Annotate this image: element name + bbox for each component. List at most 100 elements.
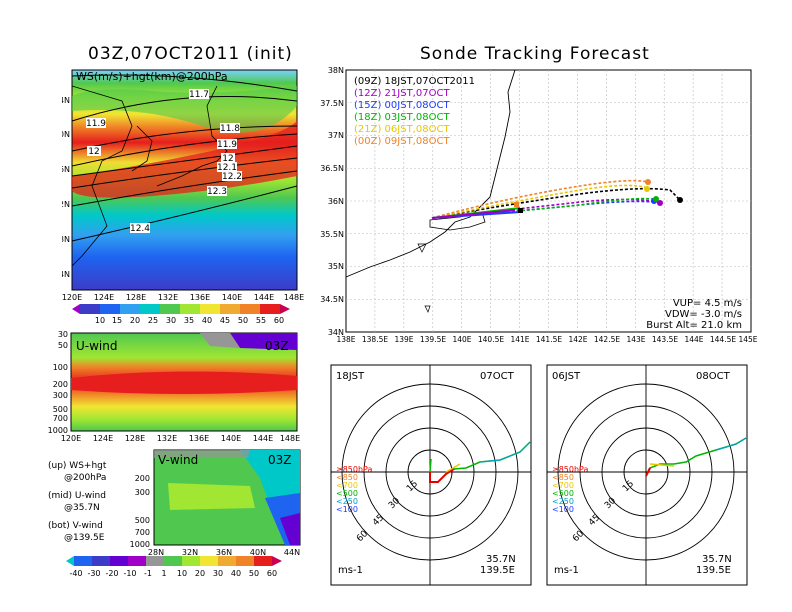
panel-notes: (up) WS+hgt @200hPa (mid) U-wind @35.7N … bbox=[48, 460, 120, 544]
v-wind-time: 03Z bbox=[268, 453, 292, 467]
colorbar-label: -40 bbox=[69, 569, 82, 578]
legend-09z: (09Z) 18JST,07OCT2011 bbox=[354, 76, 475, 87]
lon-label: 140E bbox=[222, 293, 242, 302]
param-vup: VUP= 4.5 m/s bbox=[673, 298, 742, 309]
sonde-track-map: (09Z) 18JST,07OCT2011 (12Z) 21JST,07OCT … bbox=[320, 66, 758, 344]
hodo-lon: 139.5E bbox=[480, 565, 515, 576]
hodo-legend: ≥850hPa bbox=[552, 465, 589, 474]
colorbar-label: 20 bbox=[130, 316, 140, 325]
legend-00z: (00Z) 09JST,08OCT bbox=[354, 136, 450, 147]
lat-label: 34.5N bbox=[320, 295, 344, 304]
colorbar-label: 35 bbox=[184, 316, 194, 325]
contour-label: 12 bbox=[222, 154, 233, 164]
contour-label: 11.7 bbox=[189, 90, 209, 100]
contour-label: 12.2 bbox=[222, 172, 242, 182]
colorbar-label: -30 bbox=[87, 569, 100, 578]
contour-label: 11.8 bbox=[220, 124, 240, 134]
hodo-unit: ms-1 bbox=[338, 565, 363, 576]
hodograph-2: 06JST 08OCT 35.7N 139.5E ms-1 15 30 45 6… bbox=[546, 364, 748, 586]
note-line: (up) WS+hgt bbox=[48, 461, 107, 471]
legend-18z: (18Z) 03JST,08OCT bbox=[354, 112, 450, 123]
param-burst: Burst Alt= 21.0 km bbox=[646, 320, 742, 331]
lon-label: 128E bbox=[125, 434, 145, 443]
lat-label: 28N bbox=[148, 548, 164, 557]
colorbar-label: 30 bbox=[213, 569, 223, 578]
pressure-label: 500 bbox=[135, 516, 150, 525]
v-wind-cross-section: V-wind 03Z 200 300 500 700 1000 28N 32N … bbox=[130, 449, 301, 557]
lat-label: 36N bbox=[216, 548, 232, 557]
lon-label: 136E bbox=[190, 293, 210, 302]
colorbar-label: 10 bbox=[177, 569, 187, 578]
lon-label: 143.5E bbox=[652, 335, 678, 344]
lon-label: 141.5E bbox=[536, 335, 562, 344]
lon-label: 138E bbox=[336, 335, 355, 344]
contour-label: 12 bbox=[88, 147, 99, 157]
pressure-label: 300 bbox=[53, 391, 68, 400]
lon-label: 142E bbox=[568, 335, 587, 344]
pressure-label: 300 bbox=[135, 488, 150, 497]
lat-label: 32N bbox=[182, 548, 198, 557]
lon-label: 139E bbox=[394, 335, 413, 344]
lat-label: 37.5N bbox=[320, 99, 344, 108]
lat-label: 36N bbox=[328, 197, 344, 206]
pressure-label: 500 bbox=[53, 405, 68, 414]
lon-label: 138.5E bbox=[362, 335, 388, 344]
lon-label: 140E bbox=[221, 434, 241, 443]
pressure-label: 200 bbox=[53, 380, 68, 389]
note-line: (bot) V-wind bbox=[48, 521, 103, 531]
pressure-label: 1000 bbox=[48, 426, 68, 435]
hodo-legend: <700 bbox=[552, 481, 574, 490]
note-line: (mid) U-wind bbox=[48, 491, 106, 501]
colorbar-label: 30 bbox=[166, 316, 176, 325]
hodo-legend: <850 bbox=[552, 473, 574, 482]
lon-label: 120E bbox=[62, 293, 82, 302]
map-title: 03Z,07OCT2011 (init) bbox=[88, 44, 293, 64]
u-wind-label: U-wind bbox=[76, 339, 117, 353]
colorbar-label: 60 bbox=[274, 316, 284, 325]
note-line: @139.5E bbox=[64, 533, 105, 543]
note-bot: (bot) V-wind @139.5E bbox=[48, 520, 120, 544]
v-wind-label: V-wind bbox=[158, 453, 198, 467]
lon-label: 142.5E bbox=[594, 335, 620, 344]
param-vdw: VDW= -3.0 m/s bbox=[665, 309, 742, 320]
track-title: Sonde Tracking Forecast bbox=[420, 44, 650, 64]
pressure-label: 200 bbox=[135, 474, 150, 483]
lat-label: 40N bbox=[250, 548, 266, 557]
hodo-legend: <850 bbox=[336, 473, 358, 482]
lat-label: 35.5N bbox=[320, 230, 344, 239]
hodo-legend: <250 bbox=[552, 497, 574, 506]
contour-label: 12.3 bbox=[207, 187, 227, 197]
colorbar-label: 20 bbox=[195, 569, 205, 578]
wind-speed-map: 11.7 11.9 11.8 11.9 12 12 12.1 12.2 12.3… bbox=[62, 69, 304, 325]
lon-label: 144E bbox=[684, 335, 703, 344]
lon-label: 148E bbox=[280, 434, 300, 443]
note-line: @200hPa bbox=[64, 473, 107, 483]
lon-label: 144E bbox=[254, 293, 274, 302]
pressure-label: 700 bbox=[53, 414, 68, 423]
colorbar-label: 55 bbox=[256, 316, 266, 325]
colorbar-label: 25 bbox=[148, 316, 158, 325]
contour-label: 12.4 bbox=[130, 224, 150, 234]
lat-label: 37N bbox=[328, 131, 344, 140]
lon-label: 132E bbox=[157, 434, 177, 443]
lat-label: 44N bbox=[284, 548, 300, 557]
hodo-date: 08OCT bbox=[696, 371, 731, 382]
note-mid: (mid) U-wind @35.7N bbox=[48, 490, 120, 514]
lon-label: 141E bbox=[510, 335, 529, 344]
hodo-time: 06JST bbox=[552, 371, 581, 382]
v-wind-colorbar: -40 -30 -20 -10 -1 1 10 20 30 40 50 60 bbox=[66, 556, 282, 578]
lon-label: 139.5E bbox=[420, 335, 446, 344]
legend-21z: (21Z) 06JST,08OCT bbox=[354, 124, 450, 135]
hodo-legend: <250 bbox=[336, 497, 358, 506]
hodo-unit: ms-1 bbox=[554, 565, 579, 576]
contour-label: 11.9 bbox=[217, 140, 237, 150]
note-top: (up) WS+hgt @200hPa bbox=[48, 460, 120, 484]
lat-label: 36N bbox=[62, 165, 70, 174]
lon-label: 140E bbox=[452, 335, 471, 344]
lat-label: 36.5N bbox=[320, 164, 344, 173]
contour-label: 11.9 bbox=[86, 119, 106, 129]
lon-label: 143E bbox=[626, 335, 645, 344]
hodo-legend: <700 bbox=[336, 481, 358, 490]
lon-label: 140.5E bbox=[478, 335, 504, 344]
lon-label: 136E bbox=[189, 434, 209, 443]
